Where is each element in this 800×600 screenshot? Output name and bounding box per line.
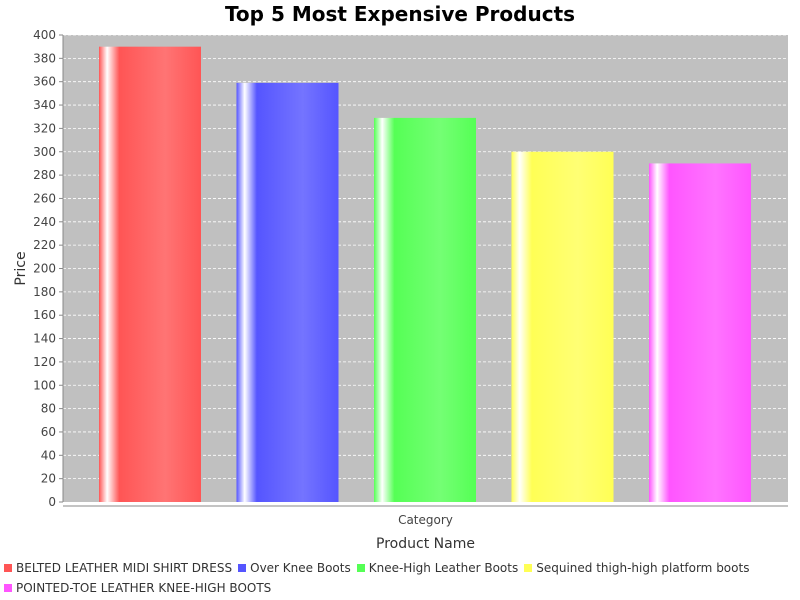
legend-item: Knee-High Leather Boots <box>356 558 519 578</box>
y-tick-label: 0 <box>48 495 56 509</box>
y-tick-label: 180 <box>33 285 56 299</box>
x-axis-label: Product Name <box>376 536 475 552</box>
y-tick-label: 60 <box>41 425 56 439</box>
chart-title: Top 5 Most Expensive Products <box>225 2 575 26</box>
legend-item: Over Knee Boots <box>238 558 351 578</box>
x-tick-label: Category <box>398 513 453 527</box>
bar-2 <box>374 117 476 502</box>
legend-swatch <box>4 564 12 572</box>
y-tick-label: 240 <box>33 215 56 229</box>
y-axis-label: Price <box>13 251 29 285</box>
y-tick-label: 40 <box>41 448 56 462</box>
legend-swatch <box>356 564 365 572</box>
y-tick-label: 100 <box>33 378 56 392</box>
y-tick-label: 160 <box>33 308 56 322</box>
y-tick-label: 280 <box>33 168 56 182</box>
legend-label: Over Knee Boots <box>250 561 351 575</box>
legend-label: POINTED-TOE LEATHER KNEE-HIGH BOOTS <box>16 581 272 595</box>
y-tick-label: 380 <box>33 51 56 65</box>
legend-item: POINTED-TOE LEATHER KNEE-HIGH BOOTS <box>4 578 271 598</box>
y-tick-label: 80 <box>41 402 56 416</box>
y-tick-label: 120 <box>33 355 56 369</box>
y-tick-label: 220 <box>33 238 56 252</box>
y-tick-label: 360 <box>33 75 56 89</box>
legend: BELTED LEATHER MIDI SHIRT DRESS Over Knee… <box>4 558 794 598</box>
bar-1 <box>236 82 339 503</box>
bars <box>99 46 751 503</box>
y-tick-label: 400 <box>33 28 56 42</box>
y-tick-label: 200 <box>33 262 56 276</box>
legend-swatch <box>238 564 247 572</box>
legend-item: Sequined thigh-high platform boots <box>524 558 749 578</box>
bar-0 <box>99 46 201 503</box>
legend-label: Sequined thigh-high platform boots <box>536 561 750 575</box>
legend-label: BELTED LEATHER MIDI SHIRT DRESS <box>16 561 233 575</box>
legend-label: Knee-High Leather Boots <box>368 561 519 575</box>
bar-4 <box>649 163 751 503</box>
legend-swatch <box>524 564 533 572</box>
legend-item: BELTED LEATHER MIDI SHIRT DRESS <box>4 558 232 578</box>
legend-swatch <box>4 584 12 592</box>
y-tick-label: 260 <box>33 191 56 205</box>
y-tick-label: 320 <box>33 121 56 135</box>
y-tick-label: 140 <box>33 332 56 346</box>
y-tick-label: 20 <box>41 472 56 486</box>
y-tick-label: 340 <box>33 98 56 112</box>
bar-3 <box>511 151 614 502</box>
y-axis-ticks: 0 20 40 60 80 100 120 140 160 180 200 220 240 260 280 3… <box>33 28 63 509</box>
y-tick-label: 300 <box>33 145 56 159</box>
